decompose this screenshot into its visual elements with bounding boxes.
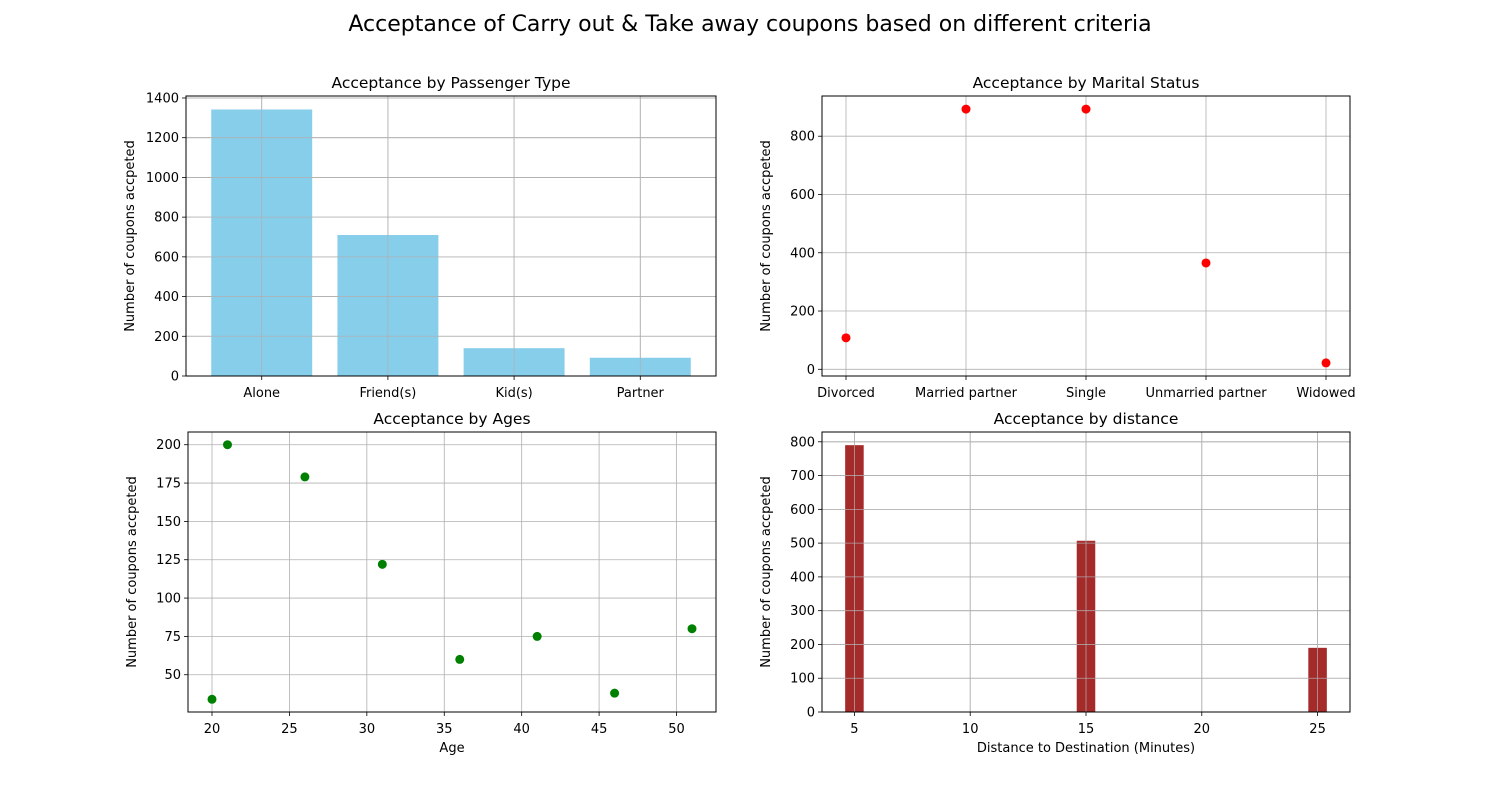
chart-marital-status-ylabel: Number of coupons accpeted — [759, 140, 774, 332]
chart-marital-status-ytick-label: 800 — [790, 130, 815, 145]
chart-ages-point — [455, 654, 465, 664]
chart-marital-status-ytick-label: 200 — [790, 305, 815, 320]
chart-ages-xtick-label: 50 — [668, 722, 685, 737]
chart-passenger-type-ytick-label: 1000 — [146, 171, 179, 186]
chart-ages-title: Acceptance by Ages — [373, 410, 530, 428]
chart-ages-ylabel: Number of coupons accpeted — [125, 476, 140, 668]
chart-marital-status-point — [1201, 258, 1211, 268]
chart-ages-ytick-label: 50 — [164, 668, 181, 683]
chart-passenger-type-ytick-label: 1400 — [146, 91, 179, 106]
chart-distance-xtick-label: 20 — [1194, 722, 1211, 737]
chart-passenger-type-xtick-label: Friend(s) — [359, 386, 416, 401]
chart-marital-status-point — [1081, 104, 1091, 114]
chart-ages-xtick-label: 30 — [359, 722, 376, 737]
chart-marital-status-title: Acceptance by Marital Status — [973, 74, 1200, 92]
chart-marital-status-xtick-label: Divorced — [817, 386, 875, 401]
chart-ages-ytick-label: 150 — [156, 515, 181, 530]
chart-ages-ytick-label: 75 — [164, 630, 181, 645]
chart-ages-point — [687, 624, 697, 634]
chart-distance-ytick-label: 300 — [790, 604, 815, 619]
chart-passenger-type-ytick-label: 800 — [154, 211, 179, 226]
chart-distance-ytick-label: 200 — [790, 638, 815, 653]
chart-marital-status-point — [841, 333, 851, 343]
chart-ages-xtick-label: 45 — [591, 722, 608, 737]
chart-ages-point — [222, 440, 232, 450]
chart-ages-xtick-label: 35 — [436, 722, 453, 737]
chart-ages-xtick-label: 25 — [281, 722, 298, 737]
chart-ages-xtick-label: 40 — [513, 722, 530, 737]
chart-marital-status-point — [961, 104, 971, 114]
chart-ages-point — [610, 688, 620, 698]
chart-marital-status-xtick-label: Single — [1066, 386, 1106, 401]
chart-ages-ytick-label: 200 — [156, 438, 181, 453]
chart-passenger-type-xtick-label: Kid(s) — [495, 386, 532, 401]
chart-passenger-type-xtick-label: Partner — [617, 386, 665, 401]
chart-ages: 50 75 100 125 150 175 200 20 25 30 35 40 45 50 Accepta… — [125, 410, 717, 756]
chart-passenger-type-ytick-label: 600 — [154, 250, 179, 265]
chart-passenger-type-ytick-label: 1200 — [146, 131, 179, 146]
chart-ages-ytick-label: 125 — [156, 553, 181, 568]
chart-marital-status-ytick-label: 400 — [790, 246, 815, 261]
chart-passenger-type-ytick-label: 0 — [171, 370, 179, 385]
chart-passenger-type-xtick-label: Alone — [243, 386, 280, 401]
chart-distance-ytick-label: 500 — [790, 537, 815, 552]
chart-distance-xlabel: Distance to Destination (Minutes) — [977, 741, 1195, 756]
chart-ages-xlabel: Age — [439, 741, 464, 756]
chart-ages-frame — [187, 431, 717, 713]
chart-marital-status-xtick-label: Married partner — [915, 386, 1018, 401]
chart-distance-title: Acceptance by distance — [994, 410, 1179, 428]
chart-marital-status: 0 200 400 600 800 Divorced Married partner Sing… — [759, 74, 1356, 401]
chart-passenger-type-ytick-label: 200 — [154, 330, 179, 345]
chart-ages-point — [300, 472, 310, 482]
chart-passenger-type-title: Acceptance by Passenger Type — [331, 74, 570, 92]
chart-ages-ytick-label: 175 — [156, 477, 181, 492]
chart-distance-ytick-label: 600 — [790, 503, 815, 518]
chart-distance-ytick-label: 0 — [807, 706, 815, 721]
chart-distance-ytick-label: 100 — [790, 672, 815, 687]
chart-ages-ytick-label: 100 — [156, 592, 181, 607]
chart-distance-xtick-label: 25 — [1309, 722, 1326, 737]
chart-distance-frame — [821, 431, 1351, 713]
chart-marital-status-ytick-label: 0 — [807, 363, 815, 378]
chart-distance-xtick-label: 10 — [962, 722, 979, 737]
chart-passenger-type-ytick-label: 400 — [154, 290, 179, 305]
chart-distance-ylabel: Number of coupons accpeted — [759, 476, 774, 668]
chart-distance-xtick-label: 15 — [1078, 722, 1095, 737]
chart-distance-xtick-label: 5 — [850, 722, 858, 737]
chart-ages-point — [207, 694, 217, 704]
chart-marital-status-frame — [821, 95, 1351, 377]
chart-distance: 0 100 200 300 400 500 600 700 800 5 10 15 20 25 Accept… — [759, 410, 1351, 756]
chart-ages-point — [377, 559, 387, 569]
chart-marital-status-xtick-label: Unmarried partner — [1145, 386, 1267, 401]
chart-marital-status-ytick-label: 600 — [790, 188, 815, 203]
figure-title: Acceptance of Carry out & Take away coup… — [348, 12, 1152, 37]
chart-passenger-type: 0 200 400 600 800 1000 1200 1400 Alone Friend(s) K… — [123, 74, 717, 401]
chart-distance-ytick-label: 700 — [790, 469, 815, 484]
chart-ages-xtick-label: 20 — [204, 722, 221, 737]
chart-marital-status-point — [1321, 358, 1331, 368]
chart-ages-point — [532, 631, 542, 641]
chart-distance-ytick-label: 800 — [790, 435, 815, 450]
chart-passenger-type-frame — [185, 95, 717, 377]
chart-passenger-type-ylabel: Number of coupons accpeted — [123, 140, 138, 332]
chart-distance-ytick-label: 400 — [790, 570, 815, 585]
chart-marital-status-xtick-label: Widowed — [1296, 386, 1355, 401]
